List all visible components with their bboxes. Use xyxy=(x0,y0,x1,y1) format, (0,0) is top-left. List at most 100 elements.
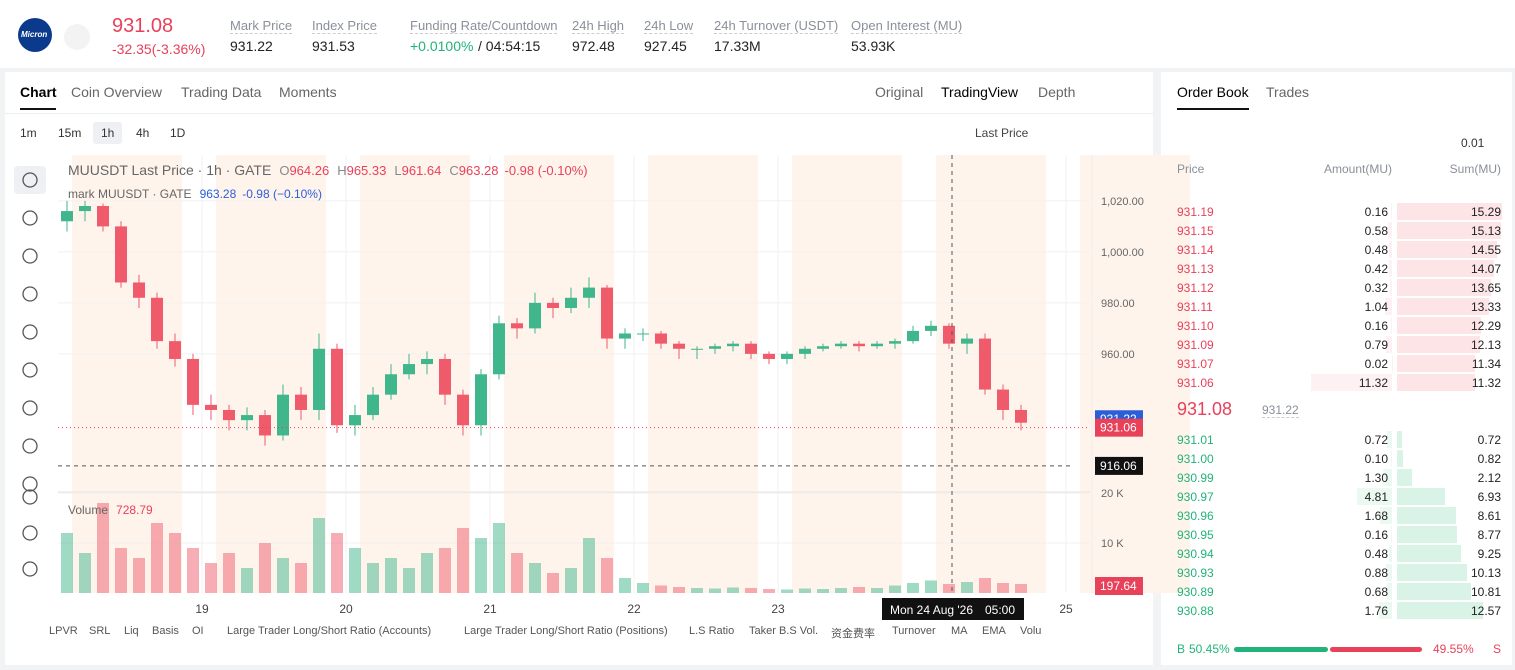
interval-button[interactable]: 4h xyxy=(136,126,150,140)
depth-bar xyxy=(1397,222,1501,239)
ob-price[interactable]: 930.88 xyxy=(1177,604,1214,618)
tool-icon xyxy=(22,489,38,505)
ob-price[interactable]: 930.89 xyxy=(1177,585,1214,599)
candle-body xyxy=(889,341,901,344)
candle-body xyxy=(169,341,181,359)
stat-label: Index Price xyxy=(312,18,378,34)
volume-bar xyxy=(727,587,739,593)
indicator-tab[interactable]: Large Trader Long/Short Ratio (Positions… xyxy=(464,625,668,637)
volume-bar xyxy=(475,538,487,593)
depth-bar xyxy=(1397,583,1472,600)
ob-sum: 12.13 xyxy=(1470,338,1501,352)
ob-price[interactable]: 931.19 xyxy=(1177,205,1214,219)
ob-price[interactable]: 930.95 xyxy=(1177,528,1214,542)
chart-tab[interactable]: Moments xyxy=(279,84,337,100)
interval-button[interactable]: 1D xyxy=(170,126,186,140)
drawing-tool xyxy=(14,508,46,536)
ob-tab[interactable]: Order Book xyxy=(1177,84,1249,100)
tool-icon xyxy=(22,248,38,264)
depth-bar xyxy=(1397,298,1489,315)
ob-amount: 1.68 xyxy=(1364,509,1388,523)
candle-body xyxy=(529,302,541,329)
indicator-tab[interactable]: 资金费率 xyxy=(831,628,875,640)
price-type-select[interactable]: Last Price xyxy=(975,126,1029,140)
ob-price[interactable]: 931.09 xyxy=(1177,338,1214,352)
ob-amount: 0.48 xyxy=(1364,547,1388,561)
ob-price[interactable]: 931.14 xyxy=(1177,243,1214,257)
ob-price[interactable]: 930.99 xyxy=(1177,471,1214,485)
x-tick-label: 25 xyxy=(1059,602,1073,616)
ob-amount: 0.72 xyxy=(1364,433,1388,447)
drawing-tool xyxy=(14,204,46,232)
ob-price[interactable]: 930.97 xyxy=(1177,490,1214,504)
ob-sum: 13.65 xyxy=(1470,281,1501,295)
mark-legend: mark MUUSDT · GATE 963.28 -0.98 (−0.10%) xyxy=(68,187,322,201)
volume-bar xyxy=(331,533,343,593)
indicator-tab[interactable]: OI xyxy=(192,625,204,637)
ohlc-key: L xyxy=(394,163,401,178)
indicator-tab[interactable]: SRL xyxy=(89,625,111,637)
ob-amount: 0.48 xyxy=(1364,243,1388,257)
tool-icon xyxy=(22,172,38,188)
ob-tab[interactable]: Trades xyxy=(1266,84,1310,100)
candle-body xyxy=(547,302,559,308)
indicator-tab[interactable]: Turnover xyxy=(892,625,936,637)
amount-bar xyxy=(1379,602,1392,619)
candle-body xyxy=(385,374,397,395)
ob-precision[interactable]: 0.01 xyxy=(1461,136,1485,150)
candle-body xyxy=(727,343,739,347)
ob-price[interactable]: 931.07 xyxy=(1177,357,1214,371)
indicator-tab[interactable]: Large Trader Long/Short Ratio (Accounts) xyxy=(227,625,432,637)
candle-body xyxy=(637,333,649,335)
interval-button[interactable]: 15m xyxy=(58,126,82,140)
indicator-tab[interactable]: Basis xyxy=(152,625,179,637)
chart-tab[interactable]: Chart xyxy=(20,84,57,100)
ob-sum: 15.13 xyxy=(1470,224,1501,238)
indicator-tab[interactable]: EMA xyxy=(982,625,1006,637)
last-price-tag: 931.06 xyxy=(1100,421,1137,435)
favorite-button[interactable] xyxy=(64,24,90,50)
indicator-tab[interactable]: MA xyxy=(951,625,968,637)
volume-bar xyxy=(853,587,865,593)
interval-button[interactable]: 1m xyxy=(20,126,37,140)
ob-price[interactable]: 931.06 xyxy=(1177,376,1214,390)
view-tab[interactable]: Depth xyxy=(1038,84,1076,100)
mark-change: -0.98 (−0.10%) xyxy=(242,187,322,201)
volume-bar xyxy=(313,518,325,593)
stat-label: Mark Price xyxy=(230,18,293,34)
candle-body xyxy=(187,358,199,405)
indicator-tab[interactable]: Liq xyxy=(124,625,139,637)
interval-button[interactable]: 1h xyxy=(93,122,123,144)
ob-amount: 0.32 xyxy=(1364,281,1388,295)
ohlc-value: 965.33 xyxy=(347,163,387,178)
ob-price[interactable]: 931.13 xyxy=(1177,262,1214,276)
indicator-tab[interactable]: LPVR xyxy=(49,625,78,637)
volume-bar xyxy=(889,585,901,593)
indicator-tab[interactable]: L.S Ratio xyxy=(689,625,735,637)
ob-price[interactable]: 931.10 xyxy=(1177,319,1214,333)
depth-bar xyxy=(1397,336,1481,353)
stat-extra: / 04:54:15 xyxy=(478,38,541,54)
ob-price[interactable]: 931.11 xyxy=(1177,300,1213,314)
indicator-tab[interactable]: Volu xyxy=(1020,625,1042,637)
ob-price[interactable]: 931.00 xyxy=(1177,452,1214,466)
stat-value: 972.48 xyxy=(572,38,615,54)
ob-amount: 0.16 xyxy=(1364,205,1388,219)
chart-tab[interactable]: Coin Overview xyxy=(71,84,163,100)
ob-price[interactable]: 931.12 xyxy=(1177,281,1214,295)
volume-bar xyxy=(565,568,577,593)
ob-price[interactable]: 931.01 xyxy=(1177,433,1214,447)
ob-price[interactable]: 930.94 xyxy=(1177,547,1214,561)
view-tab[interactable]: Original xyxy=(875,84,924,100)
ob-sum: 13.33 xyxy=(1470,300,1501,314)
depth-bar xyxy=(1397,602,1484,619)
ob-price[interactable]: 930.93 xyxy=(1177,566,1214,580)
volume-bar xyxy=(925,580,937,593)
ob-price[interactable]: 930.96 xyxy=(1177,509,1214,523)
indicator-tab[interactable]: Taker B.S Vol. xyxy=(749,625,819,637)
view-tab[interactable]: TradingView xyxy=(941,84,1019,100)
ob-price[interactable]: 931.15 xyxy=(1177,224,1214,238)
chart-tab[interactable]: Trading Data xyxy=(181,84,262,100)
ob-amount: 0.58 xyxy=(1364,224,1388,238)
volume-bar xyxy=(961,582,973,593)
